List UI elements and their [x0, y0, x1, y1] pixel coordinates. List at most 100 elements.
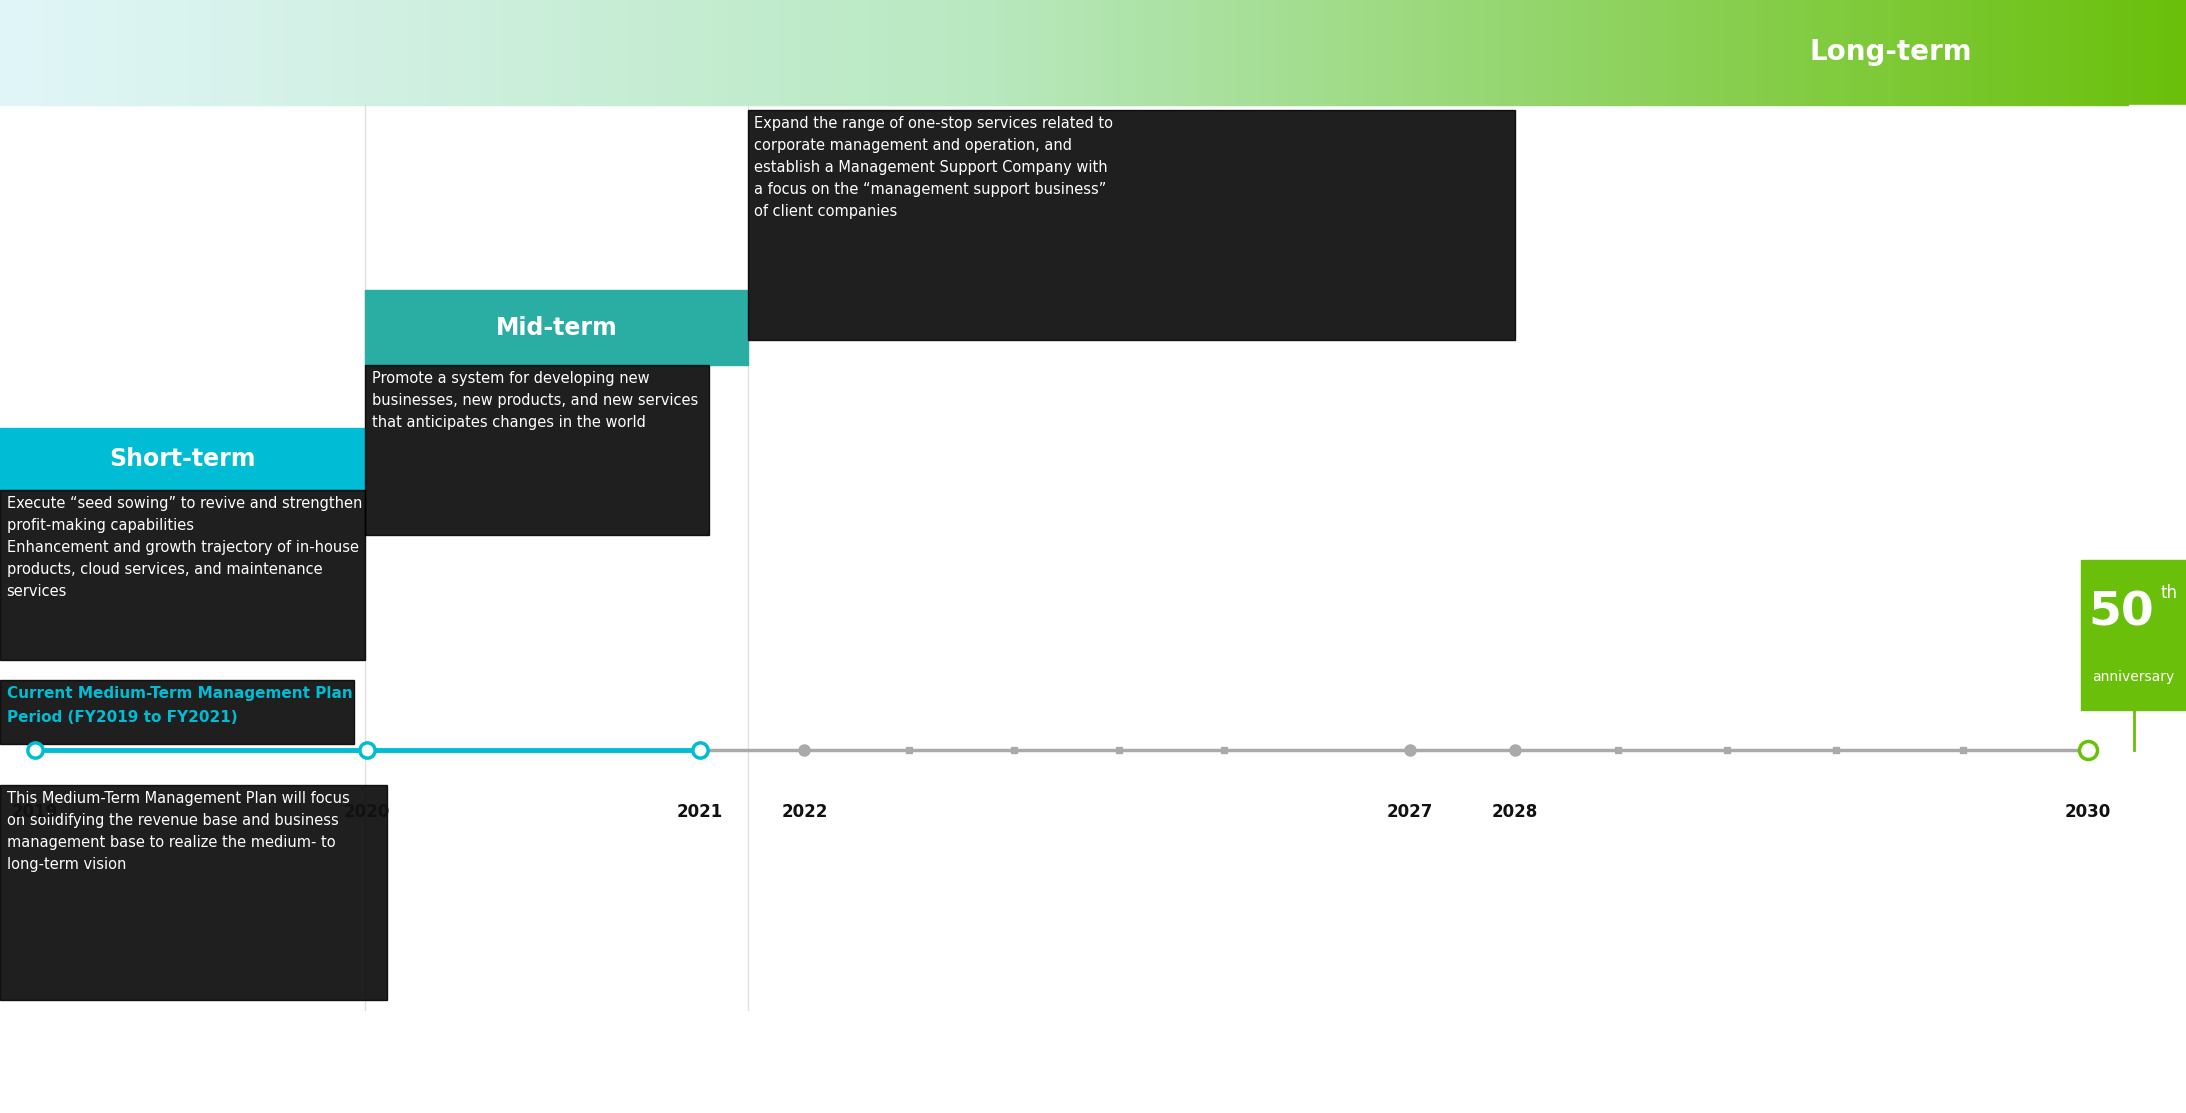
- Bar: [1196, 0, 1202, 105]
- Bar: [1611, 0, 1618, 105]
- Bar: [540, 0, 546, 105]
- Bar: [918, 0, 925, 105]
- Bar: [1006, 0, 1012, 105]
- Bar: [1895, 0, 1902, 105]
- Bar: [356, 0, 365, 105]
- Bar: [1727, 0, 1733, 105]
- Bar: [7, 0, 15, 105]
- Bar: [2114, 0, 2120, 105]
- Bar: [1508, 0, 1515, 105]
- Bar: [1274, 0, 1283, 105]
- Bar: [1952, 0, 1961, 105]
- Text: 2020: 2020: [343, 804, 391, 821]
- Bar: [2081, 560, 2186, 710]
- Bar: [2099, 0, 2105, 105]
- Bar: [1655, 0, 1661, 105]
- Bar: [1449, 0, 1458, 105]
- Bar: [160, 0, 168, 105]
- Bar: [912, 0, 918, 105]
- Bar: [1486, 0, 1493, 105]
- Bar: [1283, 0, 1290, 105]
- Bar: [299, 0, 306, 105]
- Bar: [1180, 0, 1187, 105]
- Bar: [1021, 0, 1027, 105]
- Bar: [809, 0, 815, 105]
- Bar: [1852, 0, 1858, 105]
- Bar: [649, 0, 656, 105]
- Bar: [1946, 0, 1952, 105]
- Bar: [1458, 0, 1465, 105]
- Bar: [612, 0, 619, 105]
- Bar: [640, 0, 649, 105]
- Bar: [365, 0, 372, 105]
- Bar: [656, 0, 662, 105]
- Bar: [1049, 0, 1056, 105]
- Bar: [1924, 0, 1930, 105]
- Bar: [225, 0, 234, 105]
- Text: Promote a system for developing new
businesses, new products, and new services
t: Promote a system for developing new busi…: [372, 371, 697, 430]
- Bar: [378, 0, 387, 105]
- Bar: [562, 0, 568, 105]
- Bar: [750, 0, 759, 105]
- Bar: [874, 0, 881, 105]
- Bar: [1908, 0, 1917, 105]
- Bar: [947, 0, 955, 105]
- Bar: [525, 0, 531, 105]
- Bar: [197, 0, 203, 105]
- Bar: [881, 0, 890, 105]
- Bar: [1764, 0, 1771, 105]
- Bar: [1567, 0, 1574, 105]
- Bar: [256, 0, 262, 105]
- Bar: [15, 0, 22, 105]
- Bar: [66, 0, 72, 105]
- Bar: [1996, 0, 2005, 105]
- Bar: [1093, 0, 1100, 105]
- Text: 2022: 2022: [780, 804, 828, 821]
- Bar: [968, 0, 977, 105]
- Bar: [1677, 0, 1683, 105]
- Bar: [1873, 0, 1880, 105]
- Bar: [0, 490, 365, 660]
- Bar: [568, 0, 575, 105]
- Bar: [1471, 0, 1480, 105]
- Bar: [1705, 0, 1712, 105]
- Bar: [837, 0, 846, 105]
- Bar: [1624, 0, 1633, 105]
- Bar: [1640, 0, 1646, 105]
- Bar: [1887, 0, 1895, 105]
- Bar: [759, 0, 765, 105]
- Text: th: th: [2160, 584, 2177, 602]
- Text: Current Medium-Term Management Plan: Current Medium-Term Management Plan: [7, 686, 352, 700]
- Bar: [1436, 0, 1443, 105]
- Bar: [1983, 0, 1989, 105]
- Bar: [1646, 0, 1655, 105]
- Bar: [496, 0, 503, 105]
- Bar: [509, 0, 518, 105]
- Bar: [146, 0, 153, 105]
- Bar: [2171, 0, 2179, 105]
- Bar: [1465, 0, 1471, 105]
- Text: anniversary: anniversary: [2092, 670, 2175, 684]
- Bar: [1793, 0, 1799, 105]
- Bar: [925, 0, 933, 105]
- Bar: [780, 0, 787, 105]
- Bar: [706, 0, 715, 105]
- Bar: [700, 0, 706, 105]
- Bar: [1930, 0, 1939, 105]
- Text: 2021: 2021: [675, 804, 724, 821]
- Bar: [1406, 0, 1414, 105]
- Bar: [977, 0, 984, 105]
- Bar: [693, 0, 700, 105]
- Bar: [606, 0, 612, 105]
- Bar: [240, 0, 247, 105]
- Bar: [503, 0, 509, 105]
- Bar: [743, 0, 750, 105]
- Bar: [212, 0, 219, 105]
- Bar: [1371, 0, 1377, 105]
- Bar: [2077, 0, 2083, 105]
- Text: 2027: 2027: [1386, 804, 1434, 821]
- Bar: [531, 0, 540, 105]
- Bar: [896, 0, 903, 105]
- Bar: [1524, 0, 1530, 105]
- Bar: [0, 680, 354, 745]
